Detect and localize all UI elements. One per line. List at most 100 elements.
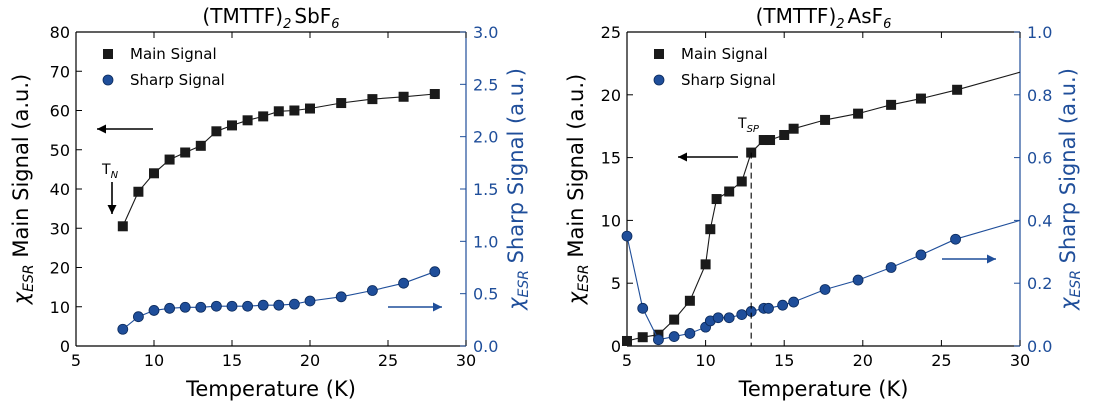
x-tick-label: 20	[300, 351, 320, 370]
main-signal-point	[258, 111, 268, 121]
sharp-signal-point	[133, 312, 143, 322]
main-signal-point	[916, 94, 926, 104]
main-signal-point	[737, 176, 747, 186]
left-y-tick-label: 15	[601, 149, 621, 168]
main-axis-arrow-head	[97, 125, 106, 134]
sharp-signal-point	[399, 278, 409, 288]
x-tick-label: 20	[853, 351, 873, 370]
main-signal-point	[180, 147, 190, 157]
main-signal-point	[430, 89, 440, 99]
sharp-signal-point	[737, 310, 747, 320]
x-tick-label: 15	[222, 351, 242, 370]
sharp-axis-arrow-head	[433, 303, 442, 312]
right-y-tick-label: 0.8	[1027, 86, 1052, 105]
asf6-panel: 5 10 15 20 25 3005101520250.00.20.40.60.81.0(…	[564, 4, 1084, 401]
right-y-tick-label: 0.2	[1027, 274, 1052, 293]
sharp-signal-line	[627, 220, 1020, 339]
x-tick-label: 10	[144, 351, 164, 370]
sharp-signal-point	[336, 292, 346, 302]
left-y-tick-label: 20	[50, 259, 70, 278]
main-signal-point	[853, 109, 863, 119]
legend-main-label: Main Signal	[130, 45, 217, 63]
right-y-axis-label: χESR Sharp Signal (a.u.)	[504, 68, 532, 311]
x-tick-label: 15	[774, 351, 794, 370]
sharp-signal-point	[180, 302, 190, 312]
main-signal-point	[622, 336, 632, 346]
main-signal-point	[133, 187, 143, 197]
main-signal-point	[227, 120, 237, 130]
main-signal-point	[724, 187, 734, 197]
left-y-tick-label: 0	[611, 337, 621, 356]
main-signal-point	[820, 115, 830, 125]
main-signal-point	[765, 135, 775, 145]
left-y-tick-label: 10	[50, 298, 70, 317]
sharp-signal-point	[685, 328, 695, 338]
legend-sharp-marker	[103, 75, 113, 85]
right-y-tick-label: 1.0	[1027, 23, 1052, 42]
left-y-tick-label: 20	[601, 86, 621, 105]
main-signal-point	[399, 92, 409, 102]
x-axis-label: Temperature (K)	[185, 377, 356, 401]
sharp-signal-point	[274, 300, 284, 310]
sharp-signal-point	[853, 275, 863, 285]
legend-main-marker	[103, 49, 113, 59]
main-signal-point	[165, 155, 175, 165]
sharp-signal-point	[227, 301, 237, 311]
left-y-tick-label: 80	[50, 23, 70, 42]
main-signal-point	[669, 315, 679, 325]
sharp-signal-point	[196, 302, 206, 312]
sharp-signal-point	[118, 324, 128, 334]
left-y-tick-label: 40	[50, 180, 70, 199]
legend-sharp-label: Sharp Signal	[130, 71, 225, 89]
sharp-signal-point	[622, 231, 632, 241]
main-signal-point	[705, 224, 715, 234]
right-y-tick-label: 3.0	[473, 23, 498, 42]
tn-annotation-arrow-head	[108, 205, 117, 214]
legend-sharp-label: Sharp Signal	[681, 71, 776, 89]
main-signal-point	[685, 296, 695, 306]
right-y-tick-label: 0.5	[473, 285, 498, 304]
left-y-tick-label: 60	[50, 102, 70, 121]
right-y-tick-label: 2.0	[473, 128, 498, 147]
main-signal-point	[243, 115, 253, 125]
sharp-signal-point	[886, 263, 896, 273]
main-signal-point	[274, 106, 284, 116]
x-tick-label: 5	[71, 351, 81, 370]
sharp-signal-point	[653, 335, 663, 345]
legend-main-marker	[654, 49, 664, 59]
left-y-tick-label: 70	[50, 62, 70, 81]
right-y-tick-label: 1.5	[473, 180, 498, 199]
sharp-signal-point	[951, 234, 961, 244]
tsp-annotation-label: TSP	[737, 116, 760, 135]
right-y-tick-label: 0.0	[473, 337, 498, 356]
chart-title: (TMTTF)2 SbF6	[202, 4, 339, 32]
sharp-signal-point	[367, 286, 377, 296]
sharp-signal-point	[778, 300, 788, 310]
sharp-signal-point	[243, 301, 253, 311]
left-y-tick-label: 50	[50, 141, 70, 160]
sharp-signal-point	[669, 332, 679, 342]
left-y-tick-label: 25	[601, 23, 621, 42]
right-y-tick-label: 2.5	[473, 75, 498, 94]
left-y-tick-label: 0	[60, 337, 70, 356]
main-signal-point	[886, 100, 896, 110]
main-signal-point	[336, 98, 346, 108]
x-axis-label: Temperature (K)	[738, 377, 909, 401]
left-y-tick-label: 30	[50, 219, 70, 238]
sharp-signal-point	[258, 300, 268, 310]
main-axis-arrow-head	[678, 153, 687, 162]
sbf6-panel: 5 10 15 20 25 30 0 10 20 30 40 50 60 70 80 0.0 0.5 1.0 1.5…	[9, 4, 532, 401]
sharp-signal-point	[211, 301, 221, 311]
tn-annotation-label: TN	[101, 162, 119, 181]
main-signal-point	[789, 124, 799, 134]
sharp-signal-point	[430, 267, 440, 277]
x-tick-label: 10	[695, 351, 715, 370]
main-signal-point	[779, 130, 789, 140]
x-tick-label: 25	[378, 351, 398, 370]
main-signal-point	[289, 106, 299, 116]
main-signal-point	[712, 194, 722, 204]
chart-title: (TMTTF)2 AsF6	[756, 4, 892, 32]
left-y-axis-label: χESR Main Signal (a.u.)	[564, 74, 592, 306]
sharp-signal-point	[789, 297, 799, 307]
